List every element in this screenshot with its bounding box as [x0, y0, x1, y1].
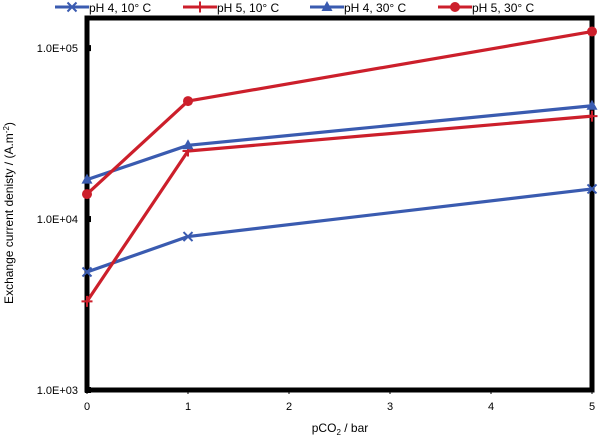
y-tick-label: 1.0E+05: [37, 43, 78, 55]
legend-label: pH 5, 30° C: [472, 1, 534, 15]
x-axis-title: pCO2 / bar: [312, 421, 369, 437]
x-tick-label: 4: [488, 401, 494, 413]
x-tick-label: 2: [286, 401, 292, 413]
data-point: [586, 183, 598, 195]
data-point: [586, 99, 598, 110]
x-tick-label: 3: [387, 401, 393, 413]
legend-item: pH 4, 30° C: [310, 1, 406, 15]
data-point: [587, 26, 597, 37]
data-point: [586, 110, 598, 122]
y-axis-title: Exchange current denisty / (A.m-2): [2, 122, 16, 304]
series-line: [85, 114, 593, 303]
y-tick-label: 1.0E+04: [37, 214, 78, 226]
legend-marker: [66, 1, 78, 13]
axis-ticks: 0 1 2 3 4 5 1.0E+03 1.0E+04 1.0E+05: [37, 43, 595, 413]
series-3: [81, 99, 598, 184]
legend-label: pH 4, 30° C: [344, 1, 406, 15]
legend-item: pH 4, 10° C: [55, 1, 151, 15]
y-tick-label: 1.0E+03: [37, 385, 78, 397]
data-point: [182, 139, 194, 150]
legend-item: pH 5, 30° C: [438, 1, 534, 15]
x-tick-label: 1: [185, 401, 191, 413]
y-tick-mark: [85, 216, 91, 223]
data-point: [182, 231, 194, 242]
data-point: [81, 295, 93, 307]
legend-marker: [194, 1, 206, 13]
data-point: [81, 173, 93, 184]
data-point: [82, 189, 92, 200]
y-tick-mark: [85, 387, 91, 393]
data-point: [81, 266, 93, 278]
data-point: [183, 96, 193, 107]
y-tick-mark: [85, 45, 91, 52]
x-tick-label: 5: [589, 401, 595, 413]
series-1: [81, 183, 598, 278]
series-line: [86, 187, 593, 274]
series-line: [86, 104, 593, 182]
plot-area-frame: [84, 15, 595, 393]
legend-marker: [321, 1, 333, 11]
legend-label: pH 4, 10° C: [89, 1, 151, 15]
series-layer: [81, 26, 598, 307]
series-4: [82, 26, 597, 200]
legend: pH 4, 10° C pH 5, 10° C pH 4, 30° C pH 5, 3…: [55, 1, 534, 15]
legend-marker: [450, 2, 460, 12]
series-2: [81, 110, 598, 307]
x-tick-label: 0: [84, 401, 90, 413]
legend-label: pH 5, 10° C: [217, 1, 279, 15]
legend-item: pH 5, 10° C: [183, 1, 279, 15]
